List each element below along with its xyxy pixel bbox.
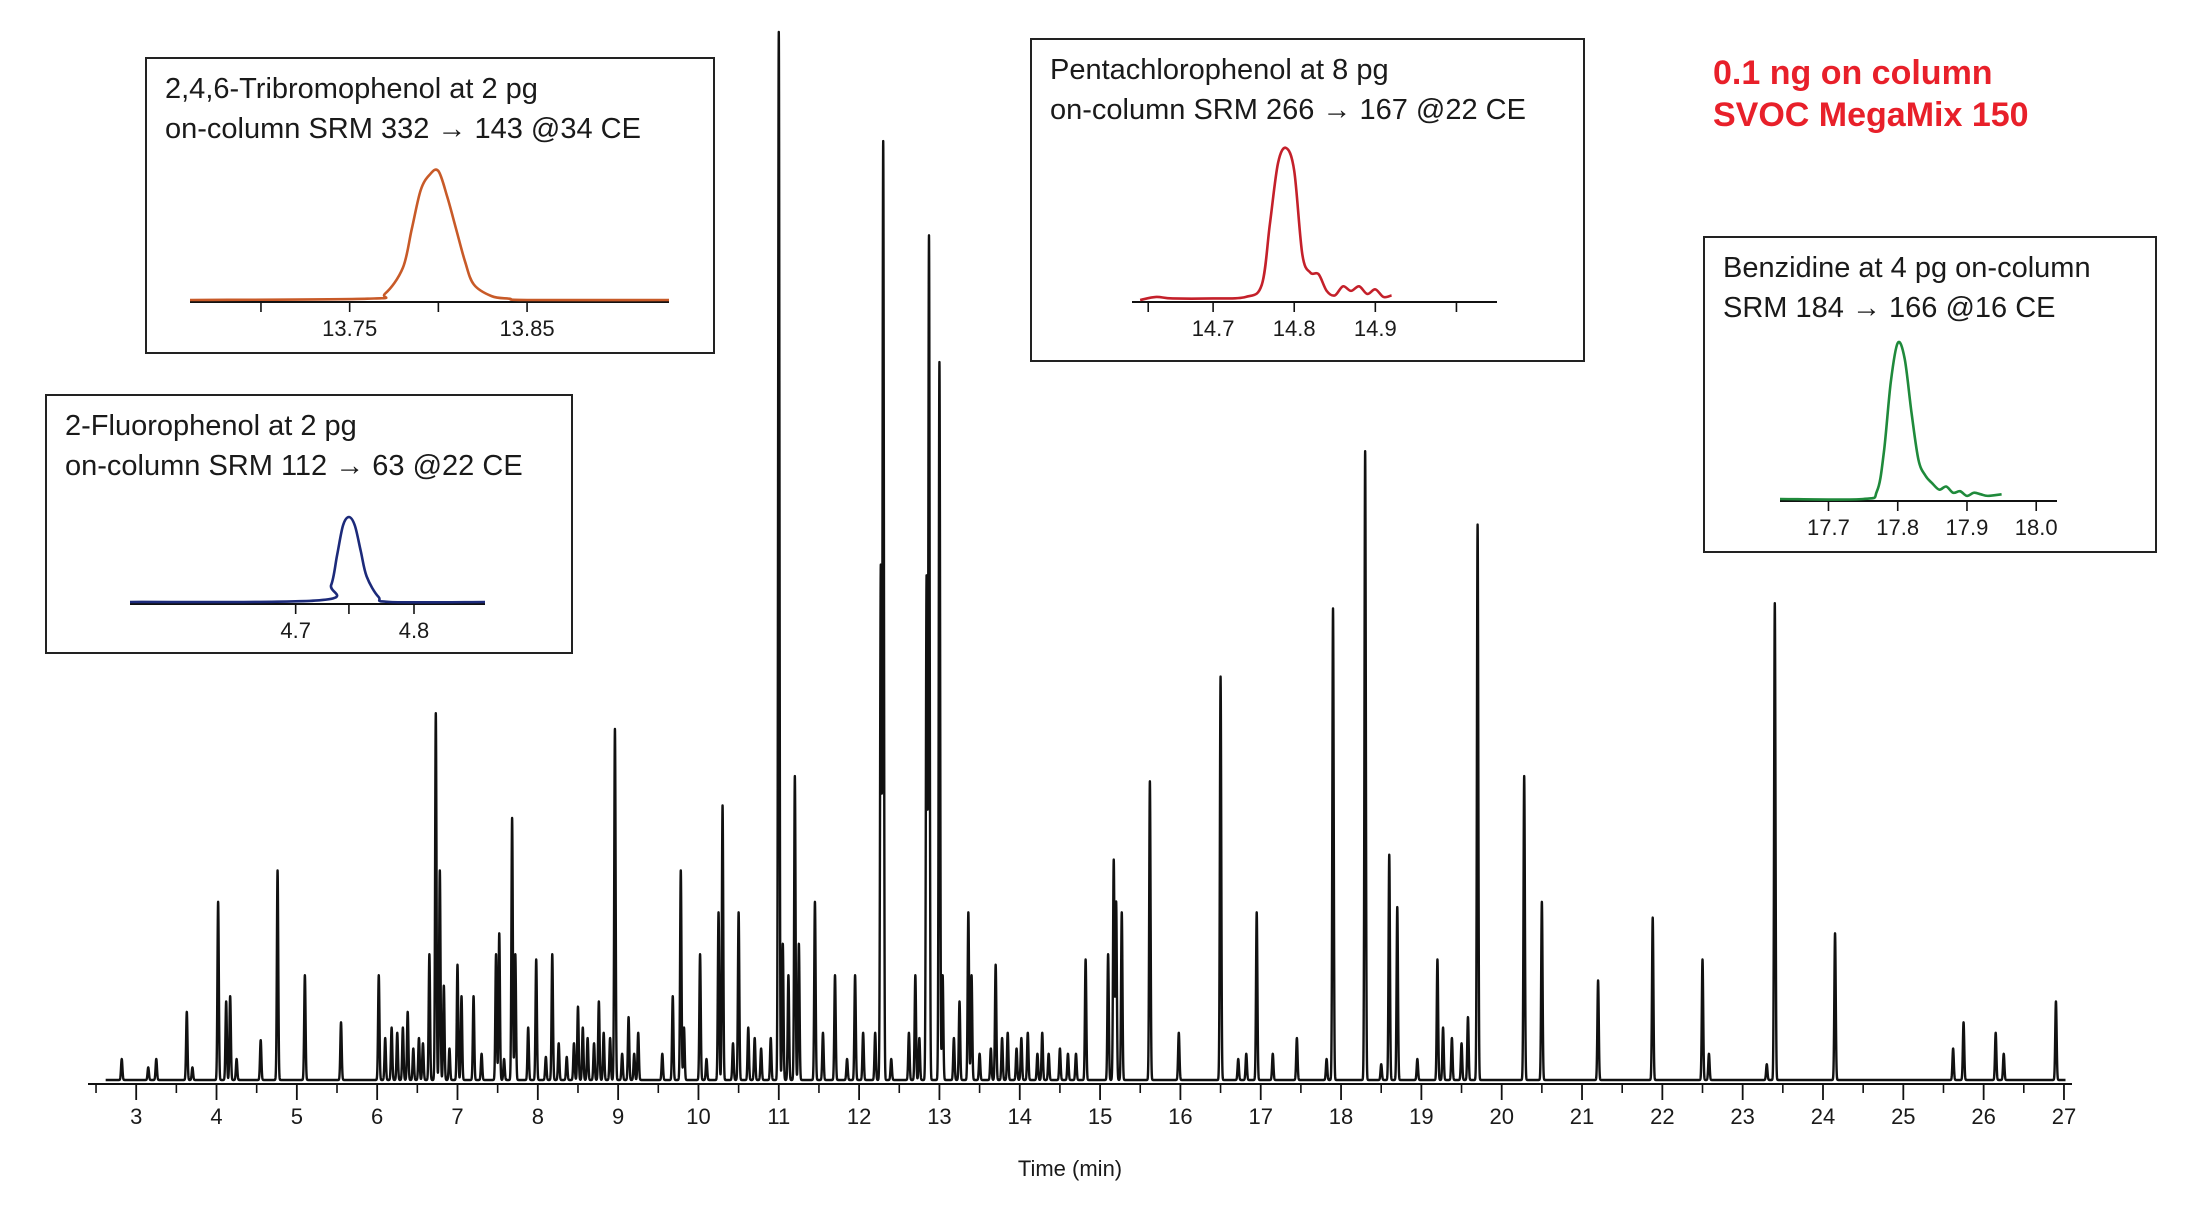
x-tick-label: 16 [1168, 1104, 1192, 1129]
inset-pentachlorophenol: Pentachlorophenol at 8 pg on-column SRM … [1030, 38, 1585, 362]
x-tick-label: 12 [847, 1104, 871, 1129]
x-tick-label: 15 [1088, 1104, 1112, 1129]
inset-title-line1: Benzidine at 4 pg on-column [1723, 252, 2091, 284]
x-tick-label: 3 [130, 1104, 142, 1129]
x-tick-label: 9 [612, 1104, 624, 1129]
inset-x-tick-label: 18.0 [2015, 515, 2058, 540]
inset-benzidine: Benzidine at 4 pg on-column SRM 184 → 16… [1703, 236, 2157, 553]
inset-title-line1: 2-Fluorophenol at 2 pg [65, 410, 357, 442]
x-tick-label: 13 [927, 1104, 951, 1129]
callout-line1: 0.1 ng on column [1713, 54, 1993, 92]
inset-title-line2: on-column SRM 332 → 143 @34 CE [165, 113, 641, 145]
inset-title: 2-Fluorophenol at 2 pg on-column SRM 112… [65, 406, 523, 486]
x-tick-label: 4 [210, 1104, 222, 1129]
inset-trace [1139, 146, 1392, 302]
x-tick-label: 22 [1650, 1104, 1674, 1129]
inset-title-line2: SRM 184 → 166 @16 CE [1723, 292, 2056, 324]
x-tick-label: 18 [1329, 1104, 1353, 1129]
inset-x-tick-label: 17.7 [1807, 515, 1850, 540]
x-tick-label: 19 [1409, 1104, 1433, 1129]
x-tick-label: 8 [532, 1104, 544, 1129]
inset-x-tick-label: 14.8 [1273, 316, 1316, 341]
x-tick-label: 20 [1489, 1104, 1513, 1129]
inset-title-line2: on-column SRM 112 → 63 @22 CE [65, 450, 523, 482]
sample-callout: 0.1 ng on column SVOC MegaMix 150 [1713, 52, 2029, 136]
x-tick-label: 17 [1248, 1104, 1272, 1129]
inset-title-line1: Pentachlorophenol at 8 pg [1050, 54, 1389, 86]
x-tick-label: 10 [686, 1104, 710, 1129]
inset-title: Benzidine at 4 pg on-column SRM 184 → 16… [1723, 248, 2091, 328]
x-axis-title: Time (min) [1018, 1156, 1122, 1181]
inset-fluorophenol: 2-Fluorophenol at 2 pg on-column SRM 112… [45, 394, 573, 654]
inset-title-line1: 2,4,6-Tribromophenol at 2 pg [165, 73, 538, 105]
inset-trace [189, 168, 670, 302]
main-trace-layer [104, 30, 2067, 1082]
main-x-axis: 3 4 5 6 7 8 9 10 11 12 13 14 15 16 17 18 19 20 21 22 23 24 25 2… [88, 1083, 2076, 1129]
inset-x-tick-label: 4.7 [280, 618, 311, 643]
x-tick-label: 6 [371, 1104, 383, 1129]
x-tick-label: 7 [451, 1104, 463, 1129]
x-tick-label: 25 [1891, 1104, 1915, 1129]
x-tick-label: 26 [1971, 1104, 1995, 1129]
inset-x-tick-label: 17.8 [1876, 515, 1919, 540]
inset-x-tick-label: 14.9 [1354, 316, 1397, 341]
inset-tribromophenol: 2,4,6-Tribromophenol at 2 pg on-column S… [145, 57, 715, 354]
inset-trace [1779, 340, 2002, 501]
inset-x-tick-label: 4.8 [399, 618, 430, 643]
x-tick-label: 14 [1008, 1104, 1032, 1129]
inset-x-tick-label: 13.75 [322, 316, 377, 341]
inset-plot: 4.7 4.8 [129, 515, 486, 643]
inset-x-tick-label: 17.9 [1946, 515, 1989, 540]
inset-title: Pentachlorophenol at 8 pg on-column SRM … [1050, 50, 1526, 130]
inset-x-tick-label: 14.7 [1192, 316, 1235, 341]
inset-title-line2: on-column SRM 266 → 167 @22 CE [1050, 94, 1526, 126]
inset-title: 2,4,6-Tribromophenol at 2 pg on-column S… [165, 69, 641, 149]
chromatogram-trace [104, 30, 2067, 1082]
inset-plot: 17.7 17.8 17.9 18.0 [1779, 340, 2058, 540]
x-tick-label: 24 [1811, 1104, 1835, 1129]
x-tick-label: 27 [2052, 1104, 2076, 1129]
x-tick-label: 5 [291, 1104, 303, 1129]
x-tick-label: 23 [1730, 1104, 1754, 1129]
inset-x-tick-label: 13.85 [500, 316, 555, 341]
inset-plot: 13.75 13.85 [189, 168, 670, 341]
inset-plot: 14.7 14.8 14.9 [1132, 146, 1497, 341]
x-tick-label: 21 [1570, 1104, 1594, 1129]
x-tick-label: 11 [767, 1104, 790, 1129]
callout-line2: SVOC MegaMix 150 [1713, 96, 2029, 134]
inset-trace [129, 515, 486, 604]
